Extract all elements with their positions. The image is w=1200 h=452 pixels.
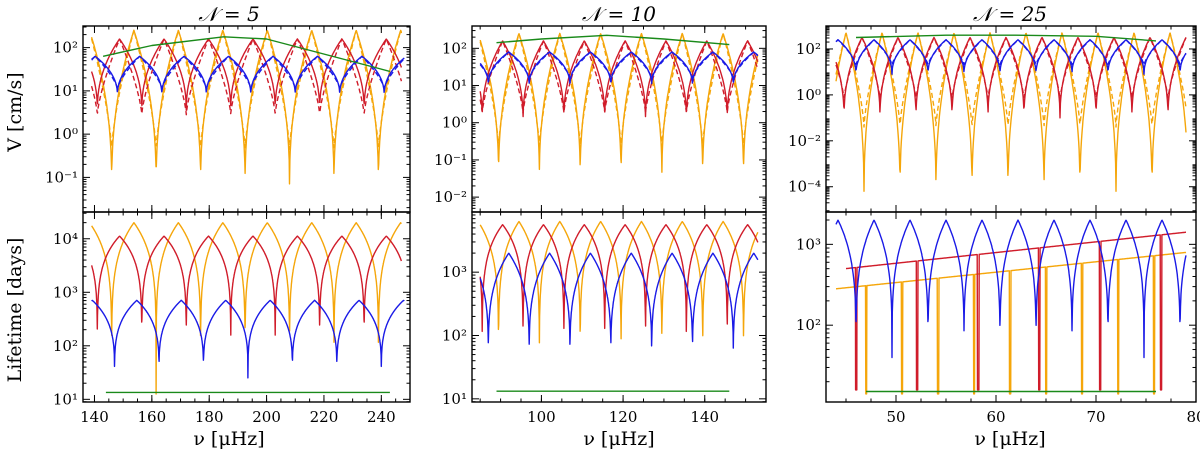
- orange-top-dashed-series: [90, 29, 403, 150]
- green-top-series: [102, 36, 391, 73]
- lifetime-ticks: 10² 10³ 50 60 70 80: [796, 212, 1200, 426]
- lifetime-ticks: 10¹ 10² 10³ 100 120 140: [442, 212, 766, 426]
- x-tick-label: 70: [1086, 408, 1105, 426]
- green-top-series: [496, 34, 730, 46]
- velocity-ticks: 10⁻² 10⁻¹ 10⁰ 10¹ 10²: [434, 26, 766, 213]
- velocity-plot: 10⁻¹ 10⁰ 10¹ 10²: [45, 25, 411, 213]
- x-tick-label: 200: [252, 408, 281, 426]
- x-axis-label: ν [μHz]: [974, 428, 1045, 450]
- red-top-series: [835, 36, 1187, 119]
- x-tick-label: 120: [609, 408, 638, 426]
- red-top-dashed-series: [835, 36, 1187, 101]
- y-tick-label: 10³: [53, 283, 78, 301]
- y-tick-label: 10¹: [53, 82, 78, 100]
- blue-top-series: [835, 39, 1187, 75]
- lifetime-axes-frame: [82, 211, 411, 403]
- lifetime-plot: 10¹ 10² 10³ 100 120 140: [442, 211, 767, 426]
- velocity-curves: [90, 29, 405, 185]
- y-tick-label: 10⁻²: [434, 188, 467, 206]
- orange-top-series: [90, 29, 403, 185]
- panel-title: 𝒩 = 5: [198, 2, 259, 26]
- red-top-series: [90, 38, 403, 111]
- lifetime-axes-frame: [471, 211, 767, 403]
- x-tick-label: 60: [986, 408, 1005, 426]
- velocity-curves: [835, 32, 1187, 192]
- red-top-dashed-series: [90, 38, 403, 116]
- lifetime-curves: [479, 220, 759, 392]
- blue-top-dashed-series: [479, 51, 759, 79]
- y-tick-label: 10⁻¹: [434, 151, 467, 169]
- y-tick-label: 10²: [796, 40, 821, 58]
- y-tick-label: 10⁰: [53, 125, 78, 143]
- blue-bottom-series: [835, 219, 1187, 359]
- y-tick-label: 10³: [796, 235, 821, 253]
- y-tick-label: 10⁴: [53, 230, 78, 248]
- y-tick-label: 10⁰: [442, 114, 467, 132]
- panel-n25: 𝒩 = 25 ν [μHz] 10⁻⁴ 10⁻² 10⁰ 10² 10² 10³ 50 60…: [788, 2, 1200, 450]
- y-tick-label: 10⁰: [796, 86, 821, 104]
- x-tick-label: 180: [195, 408, 224, 426]
- lifetime-axes-frame: [825, 211, 1197, 403]
- y-tick-label: 10²: [53, 39, 78, 57]
- y-tick-label: 10⁻²: [788, 132, 821, 150]
- lifetime-plot: 10² 10³ 50 60 70 80: [796, 211, 1200, 426]
- x-tick-label: 80: [1186, 408, 1200, 426]
- red-bottom-series: [845, 231, 1187, 391]
- y-tick-label: 10¹: [53, 390, 78, 408]
- orange-top-dashed-series: [479, 32, 759, 148]
- y-tick-label: 10⁻¹: [45, 168, 78, 186]
- red-top-series: [479, 40, 759, 118]
- blue-top-dashed-series: [91, 55, 405, 89]
- y-tick-label: 10²: [53, 337, 78, 355]
- panel-title: 𝒩 = 10: [582, 2, 656, 26]
- x-axis-label: ν [μHz]: [583, 428, 654, 450]
- blue-bottom-series: [479, 252, 759, 349]
- blue-top-dashed-series: [835, 39, 1187, 66]
- y-tick-label: 10³: [442, 263, 467, 281]
- x-axis-label: ν [μHz]: [193, 428, 264, 450]
- y-tick-label: 10²: [442, 327, 467, 345]
- velocity-plot: 10⁻⁴ 10⁻² 10⁰ 10²: [788, 25, 1197, 213]
- velocity-ticks: 10⁻⁴ 10⁻² 10⁰ 10²: [788, 26, 1197, 213]
- y-tick-label: 10⁻⁴: [788, 178, 821, 196]
- x-tick-label: 160: [138, 408, 167, 426]
- x-tick-label: 240: [367, 408, 396, 426]
- panel-title: 𝒩 = 25: [973, 2, 1047, 26]
- y-axis-label-top: V [cm/s]: [4, 72, 26, 152]
- x-tick-label: 140: [690, 408, 719, 426]
- velocity-ticks: 10⁻¹ 10⁰ 10¹ 10²: [45, 26, 410, 212]
- y-tick-label: 10²: [796, 316, 821, 334]
- x-tick-label: 100: [527, 408, 556, 426]
- orange-bottom-series: [479, 220, 759, 344]
- lifetime-ticks: 10¹ 10² 10³ 10⁴ 140 160 180 200 220 240: [53, 212, 410, 426]
- y-tick-label: 10¹: [442, 390, 467, 408]
- velocity-plot: 10⁻² 10⁻¹ 10⁰ 10¹ 10²: [434, 25, 767, 213]
- lifetime-curves: [90, 222, 405, 395]
- green-top-series: [855, 34, 1157, 42]
- y-tick-label: 10¹: [442, 77, 467, 95]
- velocity-axes-frame: [82, 25, 411, 213]
- lifetime-plot: 10¹ 10² 10³ 10⁴ 140 160 180 200 220 240: [53, 211, 411, 426]
- velocity-curves: [479, 32, 759, 173]
- orange-bottom-series: [91, 222, 402, 395]
- x-tick-label: 50: [886, 408, 905, 426]
- y-axis-label-bottom: Lifetime [days]: [4, 238, 26, 383]
- red-bottom-series: [90, 235, 403, 336]
- x-tick-label: 140: [80, 408, 109, 426]
- y-tick-label: 10²: [442, 39, 467, 57]
- red-bottom-series: [479, 224, 759, 333]
- x-tick-label: 220: [310, 408, 339, 426]
- panel-n5: 𝒩 = 5 V [cm/s] Lifetime [days] ν [μHz] 1…: [4, 2, 411, 450]
- blue-bottom-series: [91, 299, 405, 379]
- lifetime-curves: [835, 219, 1187, 395]
